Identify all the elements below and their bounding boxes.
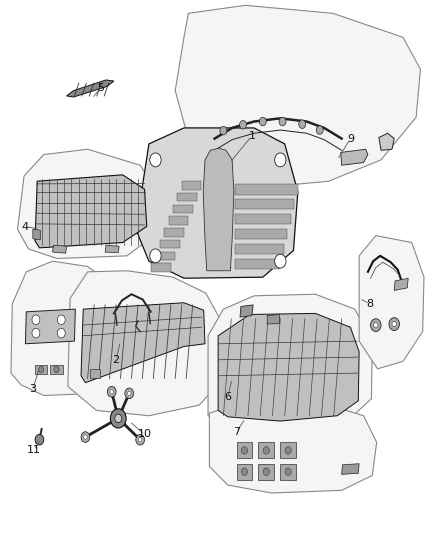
- Circle shape: [107, 386, 116, 397]
- Polygon shape: [90, 369, 100, 378]
- Circle shape: [316, 126, 323, 134]
- Text: 6: 6: [224, 392, 231, 402]
- Text: 1: 1: [248, 131, 255, 141]
- Polygon shape: [175, 5, 420, 187]
- Circle shape: [241, 468, 247, 475]
- Polygon shape: [235, 184, 298, 195]
- Circle shape: [240, 120, 247, 129]
- Circle shape: [125, 388, 134, 399]
- Polygon shape: [235, 214, 291, 224]
- Circle shape: [275, 153, 286, 167]
- Text: 2: 2: [113, 355, 120, 365]
- Circle shape: [84, 435, 87, 439]
- Polygon shape: [160, 240, 180, 248]
- Circle shape: [110, 390, 113, 394]
- Circle shape: [110, 409, 126, 428]
- Circle shape: [263, 447, 269, 454]
- Circle shape: [220, 126, 227, 135]
- Circle shape: [389, 318, 399, 330]
- Polygon shape: [182, 181, 201, 190]
- Text: 11: 11: [27, 446, 41, 455]
- Circle shape: [241, 447, 247, 454]
- Polygon shape: [258, 442, 274, 458]
- Polygon shape: [235, 229, 287, 239]
- Circle shape: [81, 432, 90, 442]
- Text: 5: 5: [97, 83, 104, 93]
- Polygon shape: [208, 294, 372, 432]
- Circle shape: [57, 315, 65, 325]
- Polygon shape: [105, 245, 119, 253]
- Polygon shape: [136, 128, 298, 278]
- Polygon shape: [151, 263, 171, 272]
- Polygon shape: [68, 271, 223, 416]
- Polygon shape: [53, 245, 67, 253]
- Circle shape: [136, 434, 145, 445]
- Polygon shape: [342, 464, 359, 474]
- Polygon shape: [25, 309, 75, 344]
- Polygon shape: [258, 464, 274, 480]
- Circle shape: [115, 414, 122, 423]
- Text: 8: 8: [367, 299, 374, 309]
- Polygon shape: [235, 244, 284, 254]
- Polygon shape: [209, 401, 377, 493]
- Circle shape: [32, 315, 40, 325]
- Circle shape: [285, 447, 291, 454]
- Circle shape: [32, 328, 40, 338]
- Polygon shape: [81, 303, 205, 383]
- Circle shape: [150, 249, 161, 263]
- Polygon shape: [235, 259, 280, 269]
- Circle shape: [54, 366, 59, 373]
- Polygon shape: [203, 148, 234, 271]
- Circle shape: [299, 120, 306, 128]
- Polygon shape: [341, 149, 368, 165]
- Circle shape: [275, 254, 286, 268]
- Circle shape: [39, 366, 44, 373]
- Polygon shape: [35, 175, 147, 248]
- Text: 4: 4: [22, 222, 29, 231]
- Polygon shape: [267, 314, 279, 324]
- Polygon shape: [33, 229, 40, 240]
- Polygon shape: [237, 464, 252, 480]
- Polygon shape: [164, 228, 184, 237]
- Circle shape: [150, 153, 161, 167]
- Polygon shape: [280, 442, 296, 458]
- Circle shape: [279, 117, 286, 126]
- Polygon shape: [394, 278, 408, 290]
- Polygon shape: [50, 365, 63, 374]
- Polygon shape: [359, 236, 424, 369]
- Polygon shape: [67, 80, 114, 97]
- Polygon shape: [169, 216, 188, 225]
- Polygon shape: [18, 149, 158, 259]
- Polygon shape: [280, 464, 296, 480]
- Circle shape: [374, 322, 378, 328]
- Polygon shape: [177, 193, 197, 201]
- Circle shape: [138, 438, 142, 442]
- Circle shape: [57, 328, 65, 338]
- Circle shape: [263, 468, 269, 475]
- Polygon shape: [240, 305, 253, 317]
- Circle shape: [392, 321, 396, 327]
- Text: 10: 10: [138, 430, 152, 439]
- Polygon shape: [237, 442, 252, 458]
- Polygon shape: [235, 199, 294, 209]
- Text: 3: 3: [29, 384, 36, 394]
- Text: 9: 9: [347, 134, 354, 143]
- Circle shape: [127, 391, 131, 395]
- Circle shape: [259, 117, 266, 126]
- Polygon shape: [35, 365, 47, 374]
- Polygon shape: [173, 205, 193, 213]
- Circle shape: [285, 468, 291, 475]
- Polygon shape: [379, 133, 394, 150]
- Polygon shape: [11, 261, 123, 395]
- Text: 7: 7: [233, 427, 240, 437]
- Polygon shape: [218, 313, 359, 421]
- Circle shape: [35, 434, 44, 445]
- Circle shape: [371, 319, 381, 332]
- Polygon shape: [155, 252, 175, 260]
